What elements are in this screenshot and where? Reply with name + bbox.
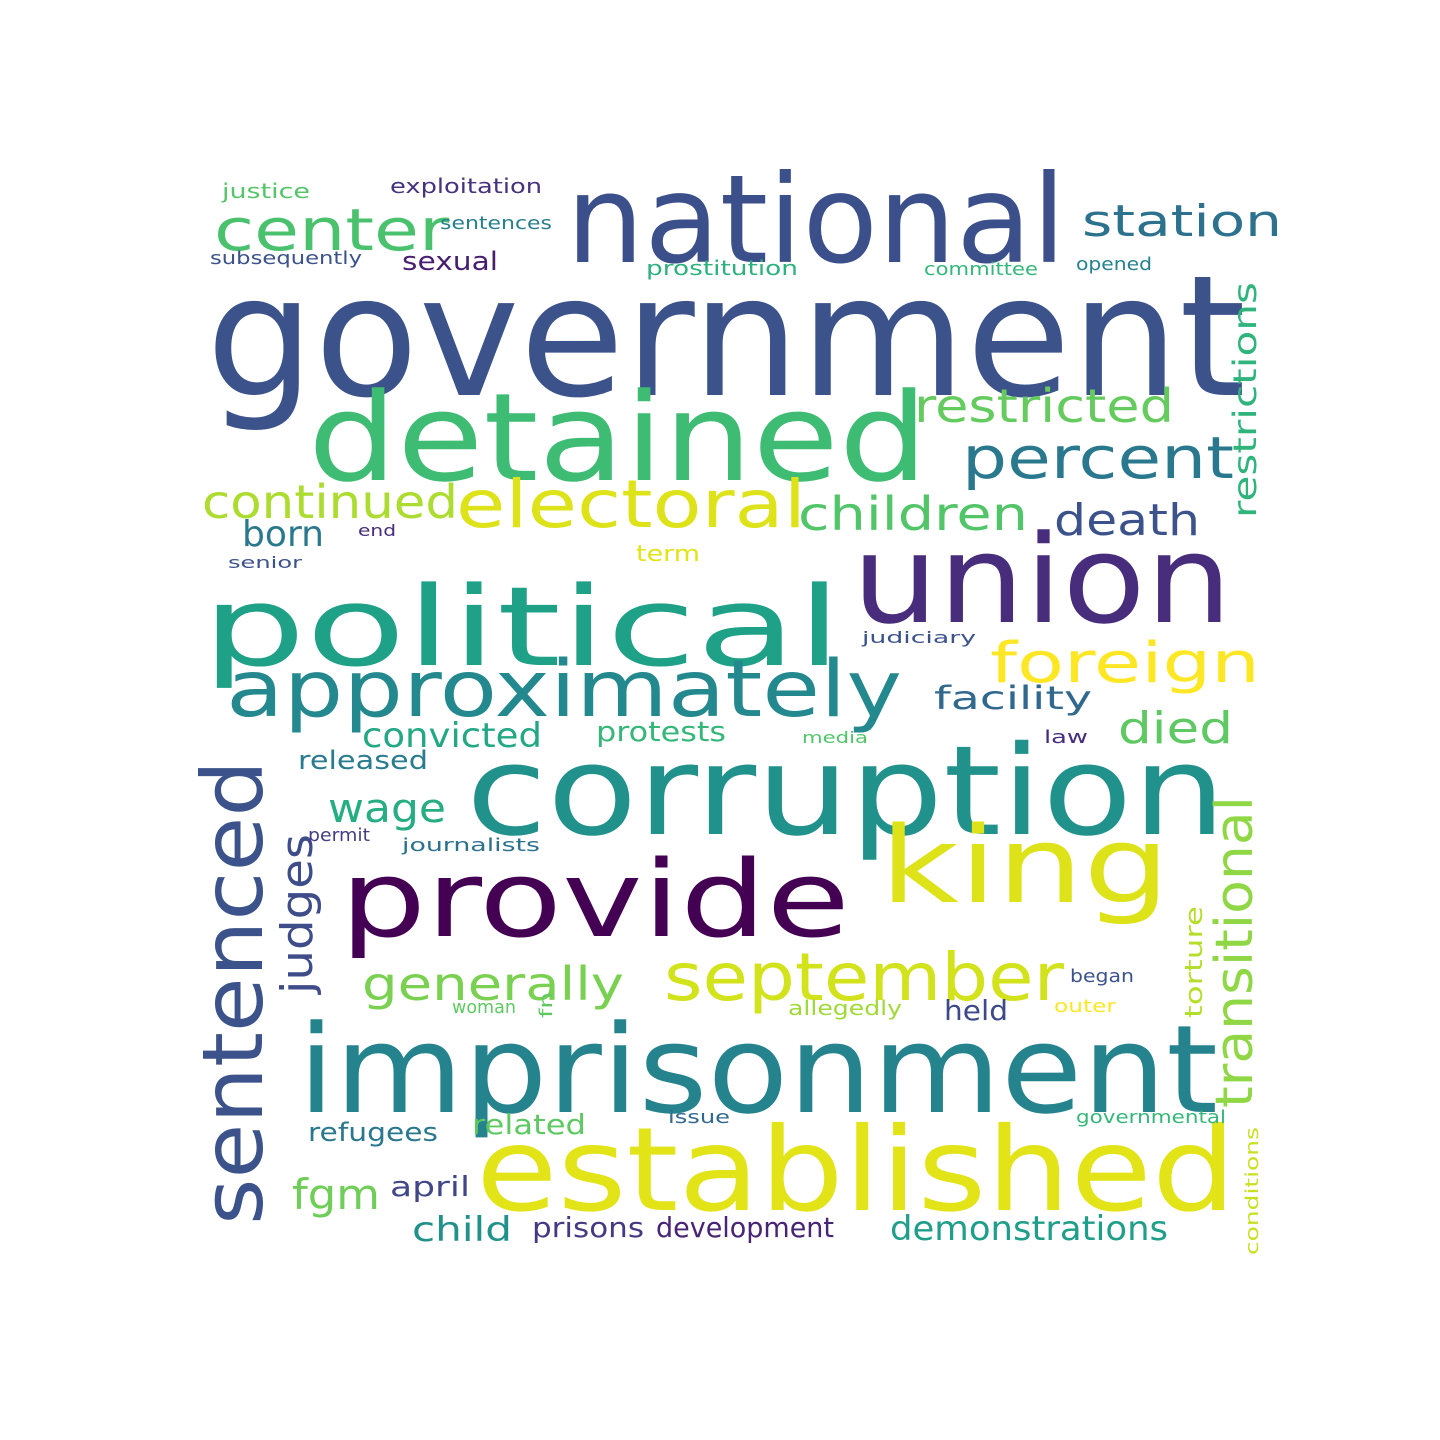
word-allegedly: allegedly [788, 996, 902, 1020]
word-governmental: governmental [1076, 1107, 1226, 1128]
word-woman: woman [452, 997, 516, 1018]
word-permit: permit [308, 825, 370, 846]
word-protests: protests [596, 715, 726, 748]
word-april: april [390, 1170, 470, 1203]
word-judges: judges [272, 834, 323, 995]
word-established: established [476, 1103, 1236, 1238]
word-held: held [944, 994, 1008, 1027]
word-journalists: journalists [401, 835, 540, 856]
word-issue: issue [668, 1107, 730, 1128]
word-began: began [1070, 966, 1134, 987]
word-judiciary: judiciary [860, 628, 976, 647]
word-transitional: transitional [1205, 796, 1265, 1108]
word-committee: committee [924, 259, 1038, 280]
word-king: king [880, 804, 1170, 927]
word-law: law [1044, 727, 1088, 748]
word-justice: justice [221, 179, 310, 203]
word-september: september [664, 939, 1065, 1016]
word-detained: detained [308, 367, 928, 509]
word-provide: provide [340, 838, 850, 961]
word-station: station [1082, 196, 1282, 247]
word-percent: percent [962, 424, 1234, 492]
word-center: center [214, 196, 449, 264]
word-death: death [1054, 495, 1200, 546]
word-child: child [412, 1210, 512, 1250]
word-political: political [202, 563, 842, 691]
word-sentenced: sentenced [184, 760, 282, 1225]
word-sentences: sentences [440, 213, 552, 234]
word-approximately: approximately [226, 645, 902, 735]
word-fn: fn [536, 992, 557, 1018]
word-subsequently: subsequently [210, 248, 362, 269]
word-generally: generally [362, 957, 624, 1011]
word-continued: continued [202, 475, 458, 529]
word-union: union [852, 509, 1232, 651]
word-foreign: foreign [990, 631, 1260, 696]
word-convicted: convicted [362, 716, 542, 756]
word-imprisonment: imprisonment [298, 999, 1218, 1141]
word-released: released [298, 746, 428, 776]
word-born: born [242, 514, 324, 555]
word-facility: facility [934, 679, 1092, 717]
word-prostitution: prostitution [646, 256, 798, 280]
word-restrictions: restrictions [1226, 282, 1264, 518]
word-related: related [472, 1108, 586, 1141]
word-senior: senior [228, 553, 303, 572]
word-national: national [566, 149, 1066, 291]
word-conditions: conditions [1242, 1127, 1263, 1255]
word-end: end [358, 521, 396, 540]
word-development: development [656, 1211, 834, 1244]
word-refugees: refugees [308, 1118, 438, 1148]
word-sexual: sexual [402, 247, 498, 277]
word-children: children [798, 487, 1028, 541]
word-outer: outer [1054, 996, 1117, 1017]
word-died: died [1118, 703, 1233, 754]
word-wage: wage [328, 786, 446, 832]
word-torture: torture [1180, 906, 1208, 1018]
word-exploitation: exploitation [390, 174, 542, 198]
word-electoral: electoral [456, 466, 806, 543]
word-corruption: corruption [466, 720, 1226, 864]
word-government: government [206, 239, 1246, 435]
word-restricted: restricted [914, 379, 1174, 433]
word-term: term [636, 542, 700, 567]
word-opened: opened [1076, 254, 1152, 275]
word-fgm: fgm [292, 1170, 380, 1219]
word-demonstrations: demonstrations [890, 1209, 1168, 1249]
word-prisons: prisons [532, 1211, 644, 1244]
word-media: media [802, 728, 868, 747]
